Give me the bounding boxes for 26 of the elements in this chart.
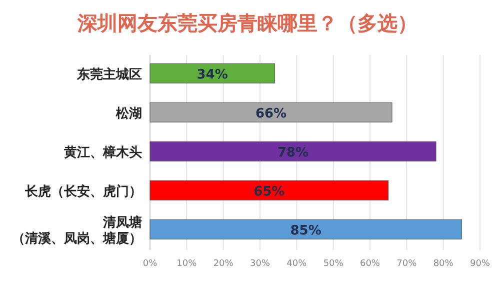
y-tick-label: 松湖 — [115, 106, 142, 122]
bar — [150, 141, 436, 162]
bar — [150, 102, 392, 122]
y-tick-label: 清凤塘（清溪、凤岗、塘厦） — [12, 214, 142, 246]
y-tick-label: 东莞主城区 — [76, 66, 142, 82]
x-tick-label: 40% — [286, 259, 308, 269]
y-tick-label: 黄江、樟木头 — [63, 144, 142, 160]
chart-title: 深圳网友东莞买房青睐哪里？（多选） — [76, 11, 418, 35]
bar — [150, 219, 462, 240]
data-label: 65% — [254, 184, 285, 200]
data-label: 66% — [255, 106, 287, 122]
bar — [150, 180, 389, 200]
x-tick-label: 20% — [213, 259, 234, 269]
y-tick-label: 长虎（长安、虎门） — [24, 183, 142, 200]
x-tick-label: 30% — [250, 259, 270, 269]
x-tick-label: 0% — [142, 259, 158, 269]
bar — [150, 63, 275, 84]
data-label: 85% — [290, 223, 322, 238]
data-label: 34% — [196, 67, 228, 82]
x-tick-label: 80% — [433, 259, 454, 269]
x-tick-label: 60% — [360, 259, 380, 269]
x-tick-label: 10% — [176, 259, 198, 269]
x-tick-label: 90% — [470, 259, 490, 269]
x-tick-label: 70% — [396, 259, 418, 269]
x-tick-label: 50% — [323, 259, 344, 269]
data-label: 78% — [277, 145, 309, 160]
